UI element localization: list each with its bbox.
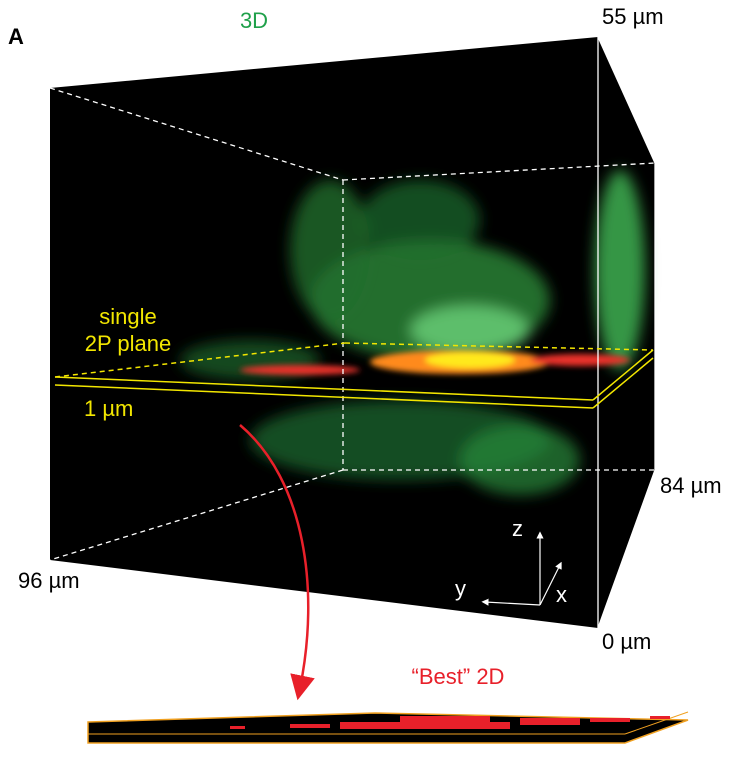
slab-signal bbox=[230, 716, 670, 729]
projection-arrow bbox=[239, 424, 315, 701]
panel-label: A bbox=[8, 24, 24, 49]
plane-label-1: single bbox=[99, 304, 156, 329]
title-2d: “Best” 2D bbox=[412, 664, 505, 689]
label-left: 96 µm bbox=[18, 568, 80, 593]
slab-edge bbox=[624, 711, 689, 735]
label-top: 55 µm bbox=[602, 4, 664, 29]
imaging-plane bbox=[54, 342, 654, 409]
plane-thickness: 1 µm bbox=[84, 396, 133, 421]
axis-y: y bbox=[455, 576, 466, 601]
box-edges bbox=[597, 36, 656, 629]
axis-x: x bbox=[556, 582, 567, 607]
red-signal bbox=[240, 350, 630, 375]
label-bottom: 0 µm bbox=[602, 629, 651, 654]
axes-glyph bbox=[481, 531, 562, 606]
plane-label-2: 2P plane bbox=[85, 331, 171, 356]
title-3d: 3D bbox=[240, 8, 268, 33]
box-edges-hidden bbox=[49, 87, 656, 561]
axis-z: z bbox=[512, 516, 523, 541]
green-signal bbox=[180, 170, 645, 495]
label-right: 84 µm bbox=[660, 473, 722, 498]
